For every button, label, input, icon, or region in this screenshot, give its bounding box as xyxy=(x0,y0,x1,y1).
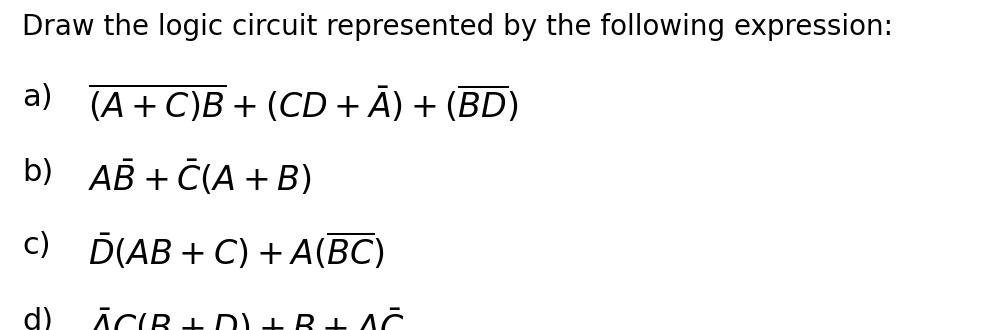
Text: $\overline{(A+C)B} + (CD + \bar{A}) + (\overline{BD})$: $\overline{(A+C)B} + (CD + \bar{A}) + (\… xyxy=(88,82,518,125)
Text: d): d) xyxy=(22,307,53,330)
Text: Draw the logic circuit represented by the following expression:: Draw the logic circuit represented by th… xyxy=(22,13,893,41)
Text: $\bar{A}C(B + D) +  B + A\bar{C}$: $\bar{A}C(B + D) + B + A\bar{C}$ xyxy=(88,307,404,330)
Text: c): c) xyxy=(22,231,51,260)
Text: a): a) xyxy=(22,82,53,112)
Text: $A\bar{B} + \bar{C}(A + B)$: $A\bar{B} + \bar{C}(A + B)$ xyxy=(88,158,311,198)
Text: $\bar{D}(AB + C) + A(\overline{BC})$: $\bar{D}(AB + C) + A(\overline{BC})$ xyxy=(88,231,385,272)
Text: b): b) xyxy=(22,158,53,187)
